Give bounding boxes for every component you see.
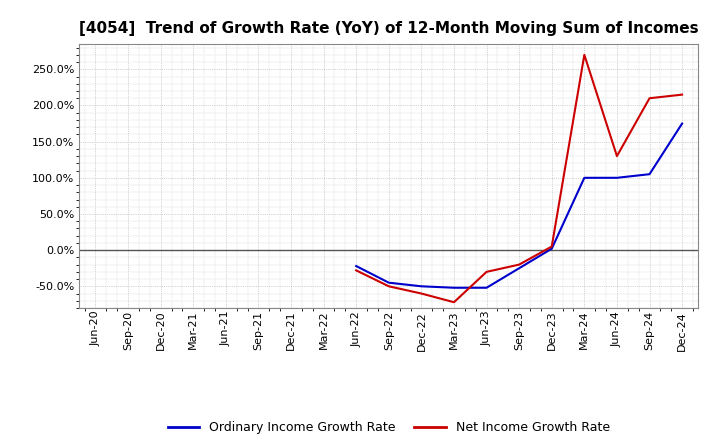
Title: [4054]  Trend of Growth Rate (YoY) of 12-Month Moving Sum of Incomes: [4054] Trend of Growth Rate (YoY) of 12-… bbox=[79, 21, 698, 36]
Legend: Ordinary Income Growth Rate, Net Income Growth Rate: Ordinary Income Growth Rate, Net Income … bbox=[163, 416, 615, 439]
